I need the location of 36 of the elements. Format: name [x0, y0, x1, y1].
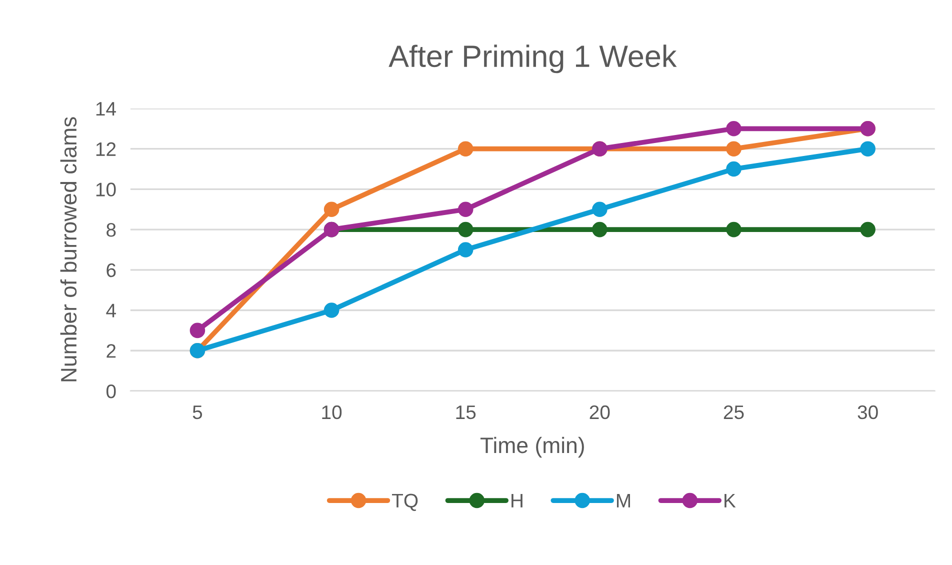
legend-label: M: [616, 494, 630, 508]
legend-label: K: [724, 494, 736, 508]
y-axis-title: Number of burrowed clams: [60, 117, 77, 382]
y-tick-label: 4: [106, 304, 116, 318]
y-tick-label: 8: [106, 223, 116, 237]
x-tick-label: 10: [322, 405, 342, 420]
y-tick-label: 2: [106, 344, 116, 358]
point: [458, 141, 474, 156]
x-tick-label: 5: [192, 406, 202, 420]
point: [860, 222, 876, 238]
point: [860, 141, 876, 156]
y-tick-label: 10: [96, 182, 116, 196]
point: [726, 222, 742, 238]
point: [592, 222, 608, 238]
x-tick-label: 25: [724, 405, 744, 420]
chart-title: After Priming 1 Week: [388, 44, 677, 74]
x-tick-label: 20: [590, 405, 610, 420]
point: [190, 322, 206, 338]
legend-label: TQ: [392, 494, 418, 511]
legend-label: H: [512, 494, 522, 508]
x-tick-label: 15: [456, 406, 476, 420]
y-tick-label: 14: [96, 102, 116, 116]
point: [324, 302, 340, 318]
point: [458, 242, 474, 258]
point: [458, 222, 474, 238]
point: [726, 121, 742, 136]
y-tick-label: 6: [106, 263, 116, 278]
point: [726, 161, 742, 177]
x-tick-label: 30: [858, 405, 878, 420]
x-axis-title: Time (min): [480, 436, 584, 458]
point: [592, 202, 608, 218]
point: [726, 141, 742, 156]
point: [458, 202, 474, 218]
point: [324, 202, 340, 218]
y-tick-label: 12: [96, 142, 116, 156]
y-tick-label: 0: [106, 384, 116, 398]
